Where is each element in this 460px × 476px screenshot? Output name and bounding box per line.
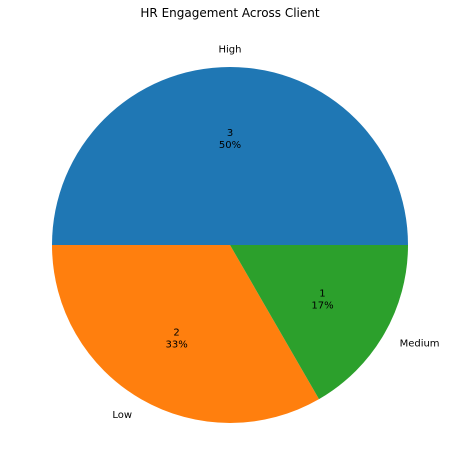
- pie-slice-low: [52, 245, 319, 424]
- slice-value-low: 2: [173, 327, 179, 338]
- pie-slice-medium: [230, 245, 408, 400]
- slice-value-medium: 1: [319, 288, 325, 299]
- slice-label-low: Low: [112, 410, 132, 421]
- pie-labels: High 350% Low 233% Medium 117%: [112, 45, 439, 421]
- slice-percent-medium: 17%: [311, 300, 333, 311]
- chart-title: HR Engagement Across Client: [140, 6, 319, 20]
- pie-slice-high: [52, 67, 408, 245]
- slice-percent-high: 50%: [219, 140, 241, 151]
- slice-label-medium: Medium: [400, 338, 440, 349]
- slice-label-high: High: [219, 45, 242, 56]
- slice-value-high: 3: [227, 128, 233, 139]
- pie-slices: [52, 67, 408, 424]
- slice-percent-low: 33%: [165, 339, 187, 350]
